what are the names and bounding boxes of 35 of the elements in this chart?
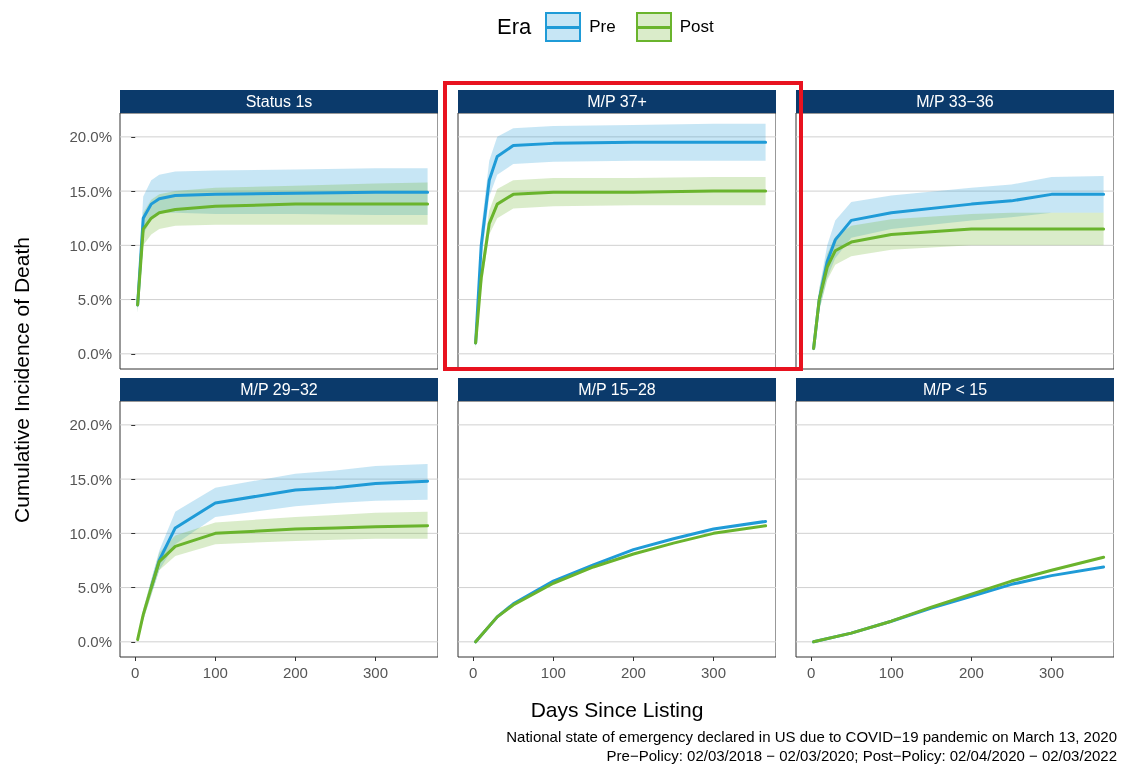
x-tick-label: 200: [958, 664, 984, 681]
chart-title: M/P 29−32: [120, 378, 438, 401]
legend-title: Era: [497, 14, 532, 40]
x-tick-label: 0: [807, 664, 816, 681]
chart-title: M/P 15−28: [458, 378, 776, 401]
x-tick-label: 300: [363, 664, 389, 681]
y-tick-label: 20.0%: [69, 416, 112, 434]
x-tick-label: 300: [1039, 664, 1065, 681]
chart-title: M/P 37+: [458, 90, 776, 113]
y-tick-label: 10.0%: [69, 236, 112, 254]
chart-title: M/P 33−36: [796, 90, 1114, 113]
x-tick-label: 0: [131, 664, 140, 681]
x-tick-label: 300: [701, 664, 727, 681]
chart-title: Status 1s: [120, 90, 438, 113]
text: National state of emergency declared in US due to COVID−19 pandemic on March 13, 2020: [506, 727, 1117, 746]
x-tick-label: 0: [469, 664, 478, 681]
x-tick-label: 100: [540, 664, 566, 681]
y-tick-label: 15.0%: [69, 182, 112, 200]
chart-title: M/P < 15: [796, 378, 1114, 401]
x-tick-label: 200: [282, 664, 308, 681]
legend-label: Post: [679, 17, 714, 37]
y-tick-label: 0.0%: [77, 345, 112, 363]
y-tick-label: 5.0%: [77, 291, 112, 309]
y-axis-title: Cumulative Incidence of Death: [10, 237, 34, 523]
y-tick-label: 0.0%: [77, 633, 112, 651]
y-tick-label: 20.0%: [69, 128, 112, 146]
x-tick-label: 200: [620, 664, 646, 681]
legend-label: Pre: [589, 17, 616, 37]
x-tick-label: 100: [202, 664, 228, 681]
y-tick-label: 5.0%: [77, 579, 112, 597]
y-tick-label: 15.0%: [69, 470, 112, 488]
y-tick-label: 10.0%: [69, 524, 112, 542]
x-axis-title: Days Since Listing: [530, 698, 704, 721]
text: Pre−Policy: 02/03/2018 − 02/03/2020; Post−Policy: 02/04/2020 − 02/03/2022: [605, 746, 1117, 765]
x-tick-label: 100: [878, 664, 904, 681]
